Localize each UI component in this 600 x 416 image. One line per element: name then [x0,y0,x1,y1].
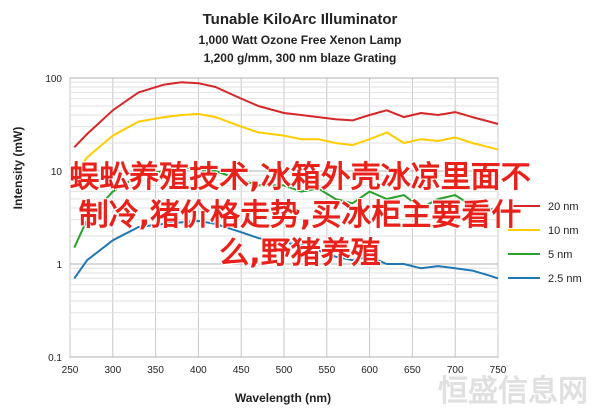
x-tick-label: 700 [447,365,464,376]
legend: 20 nm 10 nm 5 nm 2.5 nm [508,201,582,285]
y-axis-label: Intensity (mW) [11,127,25,210]
series-line-5-nm [73,166,499,249]
legend-label: 5 nm [548,249,572,261]
y-tick-label: 1 [56,260,62,271]
x-tick-label: 350 [147,365,164,376]
x-tick-label: 500 [276,365,293,376]
y-tick-labels: 0.1 1 10 100 [45,74,62,364]
x-tick-label: 550 [318,365,335,376]
series-lines [73,81,499,280]
watermark: 恒盛信息网 [438,374,588,409]
legend-label: 20 nm [548,201,579,213]
overlay-line-2: 制冷,猪价格走势,买冰柜主要看什 [78,198,522,233]
overlay-line-3: 么,野猪养殖 [219,236,381,271]
chart-title: Tunable KiloArc Illuminator [203,11,398,28]
y-tick-label: 100 [45,74,62,85]
y-tick-label: 10 [51,167,63,178]
x-tick-label: 650 [404,365,421,376]
series-line-10-nm [73,113,499,176]
x-tick-label: 300 [104,365,121,376]
grid-lines [69,77,499,358]
x-tick-label: 600 [361,365,378,376]
chart-subtitle-2: 1,200 g/mm, 300 nm blaze Grating [204,51,397,65]
x-axis-label: Wavelength (nm) [235,391,331,405]
chart-subtitle-1: 1,000 Watt Ozone Free Xenon Lamp [199,33,402,47]
legend-label: 2.5 nm [548,273,582,285]
legend-label: 10 nm [548,225,579,237]
x-tick-label: 450 [233,365,250,376]
series-line-2-5-nm [73,220,499,280]
x-tick-label: 400 [190,365,207,376]
x-tick-label: 750 [490,365,507,376]
x-tick-label: 250 [62,365,79,376]
x-tick-labels: 250 300 350 400 450 500 550 600 650 700 750 [62,365,507,376]
y-tick-label: 0.1 [48,353,62,364]
overlay-line-1: 蜈蚣养殖技术,冰箱外壳冰凉里面不 [69,160,531,195]
series-line-20-nm [73,81,499,148]
